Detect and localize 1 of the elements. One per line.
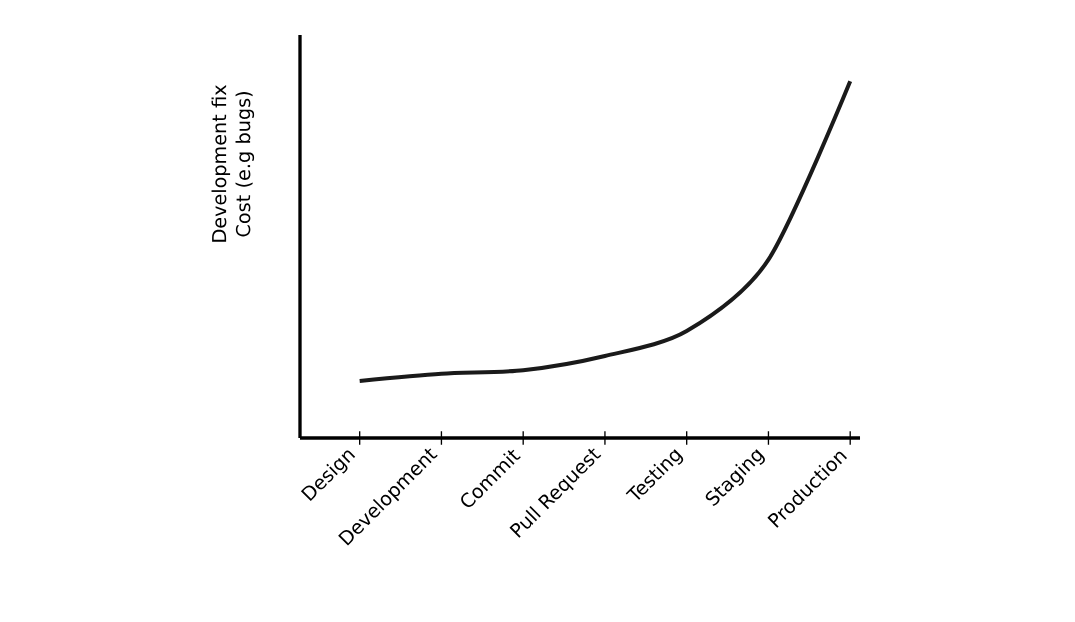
y-axis-title: Development fix Cost (e.g bugs) (211, 85, 255, 242)
